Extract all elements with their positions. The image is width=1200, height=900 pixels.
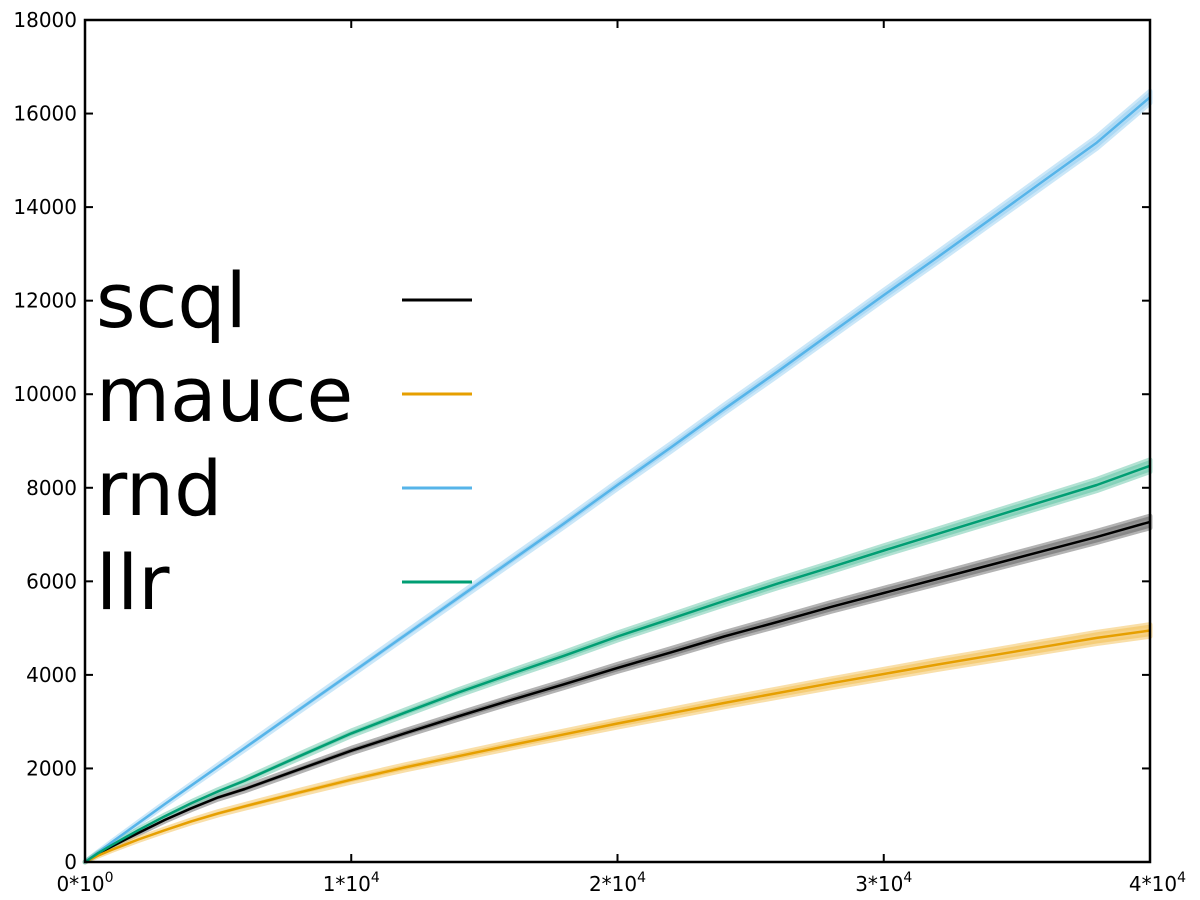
x-tick-label: 3*104 (855, 870, 912, 896)
x-tick-labels: 0*100 1*104 2*104 3*104 4*104 (56, 870, 1186, 896)
band-rnd (82, 88, 1153, 865)
y-tick-label: 0 (64, 850, 77, 874)
x-tick-label: 0*100 (56, 870, 113, 896)
y-tick-label: 14000 (13, 195, 77, 219)
legend-label-scql: scql (96, 256, 247, 345)
legend-label-rnd: rnd (96, 444, 222, 533)
confidence-bands (82, 88, 1153, 865)
y-tick-label: 16000 (13, 102, 77, 126)
series-line-llr (84, 464, 1151, 864)
y-tick-label: 12000 (13, 289, 77, 313)
y-tick-labels: 0 2000 4000 6000 8000 10000 12000 14000 16000 180… (13, 8, 77, 874)
x-tick-label: 2*104 (589, 870, 646, 896)
y-tick-label: 4000 (26, 663, 77, 687)
series-line-scql (84, 520, 1151, 864)
legend-label-mauce: mauce (96, 350, 353, 439)
y-tick-label: 2000 (26, 756, 77, 780)
series-line-mauce (84, 629, 1151, 864)
plot-frame (83, 18, 1152, 864)
series-line-rnd (84, 96, 1151, 864)
axis-ticks (84, 19, 1151, 863)
y-tick-label: 10000 (13, 382, 77, 406)
legend-label-llr: llr (96, 538, 170, 627)
y-tick-label: 8000 (26, 476, 77, 500)
x-tick-label: 1*104 (323, 870, 380, 896)
series-lines (84, 96, 1151, 864)
y-tick-label: 18000 (13, 8, 77, 32)
x-tick-label: 4*104 (1129, 870, 1186, 896)
y-tick-label: 6000 (26, 569, 77, 593)
